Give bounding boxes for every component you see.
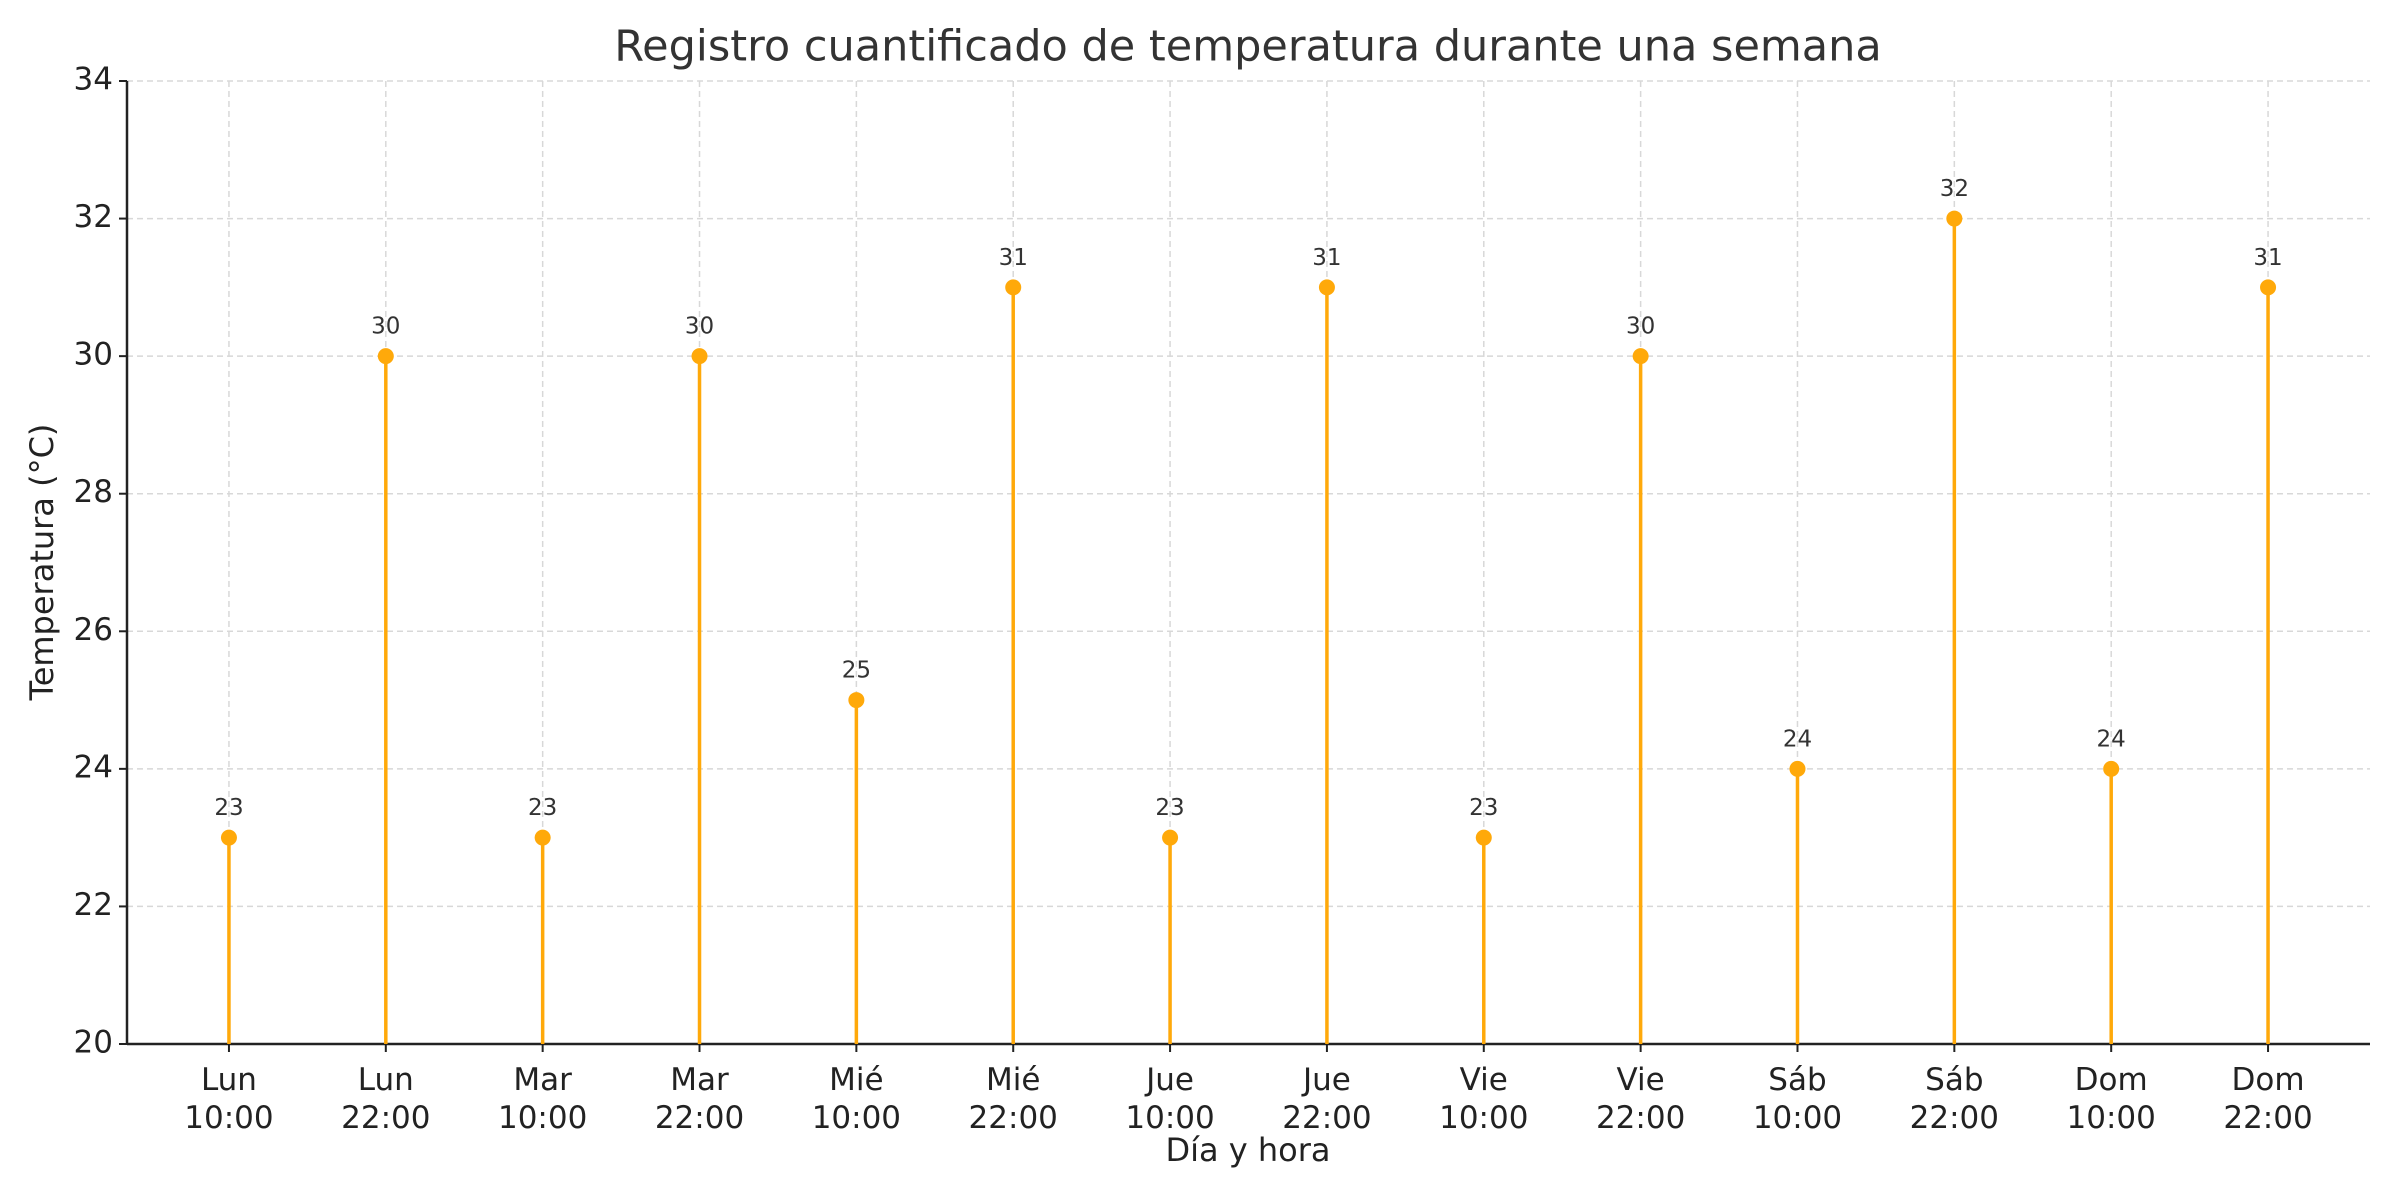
x-tick-label-line: Mié xyxy=(829,1062,883,1098)
x-tick-label: Sáb 10:00 xyxy=(1753,1062,1842,1136)
x-tick-label: Vie 10:00 xyxy=(1439,1062,1528,1136)
stem-marker xyxy=(534,829,551,846)
x-tick-label: Mié 22:00 xyxy=(969,1062,1058,1136)
value-label: 23 xyxy=(528,795,557,821)
x-tick-label-line: Jue xyxy=(1144,1062,1194,1098)
x-tick-label-line: Mar xyxy=(670,1062,729,1098)
x-tick-label-line: 10:00 xyxy=(1439,1100,1528,1136)
x-tick-label-line: 22:00 xyxy=(1282,1100,1371,1136)
x-tick-label-line: Sáb xyxy=(1768,1062,1826,1098)
x-tick-label-line: Dom xyxy=(2232,1062,2305,1098)
value-label: 30 xyxy=(371,314,400,340)
stem-marker xyxy=(691,348,708,365)
value-label: 31 xyxy=(2253,245,2282,271)
x-tick-label-line: 22:00 xyxy=(655,1100,744,1136)
x-axis-label: Día y hora xyxy=(1165,1131,1330,1169)
x-tick-label: Jue 10:00 xyxy=(1125,1062,1214,1136)
x-tick-label-line: Sáb xyxy=(1925,1062,1983,1098)
stem-marker xyxy=(1162,829,1179,846)
value-label: 30 xyxy=(1626,314,1655,340)
stem-marker xyxy=(1632,348,1649,365)
x-tick-label-line: Vie xyxy=(1460,1062,1508,1098)
x-tick-label: Lun 22:00 xyxy=(341,1062,430,1136)
y-tick-label: 28 xyxy=(74,474,113,510)
stem-marker xyxy=(2103,760,2120,777)
stem-marker xyxy=(848,692,865,709)
x-tick-label: Lun 10:00 xyxy=(184,1062,273,1136)
stem-marker xyxy=(377,348,394,365)
x-tick-label-line: Jue xyxy=(1301,1062,1351,1098)
x-tick-label-line: 22:00 xyxy=(2223,1100,2312,1136)
value-label: 23 xyxy=(1469,795,1498,821)
value-label: 31 xyxy=(999,245,1028,271)
x-tick-label-line: 10:00 xyxy=(1753,1100,1842,1136)
y-tick-label: 22 xyxy=(74,887,113,923)
y-tick-label: 30 xyxy=(74,337,113,373)
y-tick-label: 32 xyxy=(74,199,113,235)
x-tick-label-line: 10:00 xyxy=(498,1100,587,1136)
x-tick-label-line: 10:00 xyxy=(1125,1100,1214,1136)
stem-marker xyxy=(2260,279,2277,296)
x-tick-label: Mar 22:00 xyxy=(655,1062,744,1136)
y-axis-label: Temperatura (°C) xyxy=(23,424,61,702)
x-tick-label-line: Mar xyxy=(513,1062,572,1098)
y-tick-label: 34 xyxy=(74,62,113,98)
chart-title: Registro cuantificado de temperatura dur… xyxy=(614,22,1882,72)
value-label: 31 xyxy=(1312,245,1341,271)
stem-marker xyxy=(1475,829,1492,846)
x-tick-label: Dom 10:00 xyxy=(2067,1062,2156,1136)
x-tick-label-line: 22:00 xyxy=(969,1100,1058,1136)
x-tick-label: Vie 22:00 xyxy=(1596,1062,1685,1136)
y-tick-label: 20 xyxy=(74,1025,113,1061)
stem-marker xyxy=(1946,210,1963,227)
stem-marker xyxy=(1005,279,1022,296)
value-label: 23 xyxy=(214,795,243,821)
stem-marker xyxy=(220,829,237,846)
value-label: 24 xyxy=(2097,726,2126,752)
value-label: 25 xyxy=(842,658,871,684)
value-label: 32 xyxy=(1940,176,1969,202)
x-tick-label-line: Vie xyxy=(1617,1062,1665,1098)
x-tick-label: Mié 10:00 xyxy=(812,1062,901,1136)
x-tick-label-line: 10:00 xyxy=(184,1100,273,1136)
x-tick-label: Sáb 22:00 xyxy=(1910,1062,1999,1136)
x-tick-label: Mar 10:00 xyxy=(498,1062,587,1136)
x-tick-label: Jue 22:00 xyxy=(1282,1062,1371,1136)
x-tick-label-line: Mié xyxy=(986,1062,1040,1098)
value-label: 24 xyxy=(1783,726,1812,752)
x-tick-label-line: 22:00 xyxy=(1910,1100,1999,1136)
x-tick-label-line: 22:00 xyxy=(1596,1100,1685,1136)
stem-marker xyxy=(1789,760,1806,777)
x-tick-label-line: 10:00 xyxy=(812,1100,901,1136)
y-tick-label: 26 xyxy=(74,612,113,648)
x-tick-label-line: Lun xyxy=(358,1062,414,1098)
x-tick-label-line: 22:00 xyxy=(341,1100,430,1136)
value-label: 30 xyxy=(685,314,714,340)
value-label: 23 xyxy=(1155,795,1184,821)
y-tick-label: 24 xyxy=(74,749,113,785)
x-tick-label-line: Dom xyxy=(2075,1062,2148,1098)
x-tick-label-line: Lun xyxy=(201,1062,257,1098)
x-tick-label-line: 10:00 xyxy=(2067,1100,2156,1136)
stem-marker xyxy=(1318,279,1335,296)
x-tick-label: Dom 22:00 xyxy=(2223,1062,2312,1136)
